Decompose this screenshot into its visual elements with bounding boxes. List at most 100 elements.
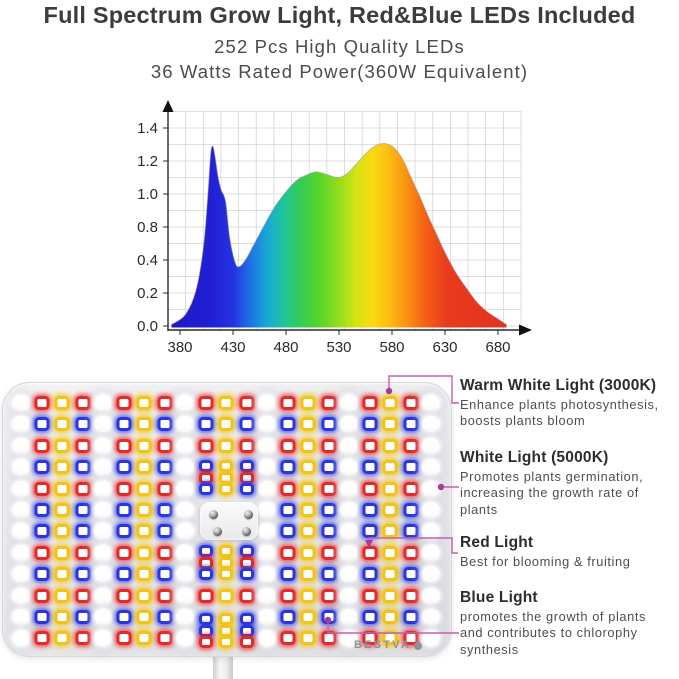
warm-white-led: [300, 503, 316, 517]
chart-grid: [167, 111, 522, 330]
warm-white-led: [218, 417, 234, 432]
warm-white-led: [382, 417, 398, 432]
red-led: [34, 588, 49, 603]
red-led: [280, 588, 295, 603]
warm-white-led: [300, 438, 316, 453]
white-led: [258, 566, 276, 583]
warm-white-led: [219, 471, 233, 484]
blue-led: [116, 524, 131, 539]
blue-led: [403, 503, 418, 517]
white-led: [422, 544, 440, 561]
red-led: [198, 556, 213, 569]
subtitle-rated-power: 36 Watts Rated Power(360W Equivalent): [150, 60, 529, 82]
warm-white-led: [219, 545, 233, 557]
spectrum-curve: [171, 143, 507, 328]
warm-white-led: [136, 567, 152, 582]
white-led: [12, 609, 30, 625]
white-led: [340, 523, 358, 540]
warm-white-led: [219, 483, 233, 495]
blue-led: [362, 503, 377, 517]
white-led: [258, 609, 276, 625]
blue-led: [280, 567, 295, 582]
annotation-blue-heading: Blue Light: [460, 589, 538, 606]
blue-led: [198, 545, 213, 557]
blue-led: [34, 417, 49, 432]
blue-led: [34, 460, 49, 475]
white-led: [340, 437, 358, 454]
white-led: [176, 395, 194, 411]
white-led: [340, 416, 358, 433]
white-led: [422, 395, 440, 411]
white-led: [258, 587, 276, 604]
white-led: [422, 437, 440, 454]
blue-led: [198, 568, 213, 580]
red-led: [157, 481, 172, 496]
red-led: [280, 438, 295, 453]
white-led: [176, 587, 194, 604]
blue-led: [157, 610, 172, 624]
red-led: [34, 545, 49, 560]
white-led: [258, 459, 276, 476]
screw-icon: [244, 510, 253, 519]
blue-led: [34, 503, 49, 517]
warm-white-led: [300, 631, 316, 646]
white-led: [340, 395, 358, 411]
warm-white-led: [136, 524, 152, 539]
annotation-red-body: Best for blooming & fruiting: [460, 554, 631, 569]
hanging-pole: [213, 650, 233, 679]
white-led: [12, 502, 30, 518]
blue-led: [116, 610, 131, 624]
y-tick-label: 1.4: [137, 120, 158, 137]
white-led: [12, 395, 30, 411]
blue-led: [403, 524, 418, 539]
blue-led: [157, 417, 172, 432]
warm-white-led: [382, 545, 398, 560]
blue-led: [157, 460, 172, 475]
warm-white-led: [382, 396, 398, 410]
red-led: [198, 588, 213, 603]
white-led: [94, 416, 112, 433]
red-led: [34, 438, 49, 453]
warm-white-led: [136, 631, 152, 646]
red-led: [198, 396, 213, 410]
white-led: [422, 416, 440, 433]
blue-led: [75, 417, 90, 432]
warm-white-led: [54, 438, 70, 453]
red-led: [34, 631, 49, 646]
red-led: [34, 396, 49, 410]
warm-white-led: [219, 624, 233, 637]
red-led: [403, 481, 418, 496]
blue-led: [280, 524, 295, 539]
warm-white-led: [219, 636, 233, 648]
red-led: [198, 438, 213, 453]
white-led: [258, 630, 276, 647]
white-led: [176, 630, 194, 647]
warm-white-led: [136, 481, 152, 496]
white-led: [258, 480, 276, 497]
white-led: [422, 480, 440, 497]
white-led: [94, 609, 112, 625]
warm-white-led: [54, 588, 70, 603]
warm-white-led: [54, 524, 70, 539]
red-led: [198, 471, 213, 484]
blue-led: [403, 417, 418, 432]
blue-led: [321, 417, 336, 432]
blue-led: [403, 610, 418, 624]
white-led: [422, 523, 440, 540]
red-led: [157, 588, 172, 603]
x-tick-label: 680: [485, 339, 510, 356]
white-led: [340, 630, 358, 647]
red-led: [239, 636, 254, 648]
blue-led: [75, 524, 90, 539]
warm-white-led: [54, 396, 70, 410]
red-led: [116, 481, 131, 496]
warm-white-led: [382, 481, 398, 496]
warm-white-led: [382, 524, 398, 539]
x-tick-label: 580: [379, 339, 404, 356]
page-title: Full Spectrum Grow Light, Red&Blue LEDs …: [43, 2, 636, 28]
red-led: [239, 471, 254, 484]
white-led: [176, 566, 194, 583]
y-tick-label: 1.2: [137, 153, 158, 170]
blue-led: [403, 567, 418, 582]
blue-led: [239, 568, 254, 580]
